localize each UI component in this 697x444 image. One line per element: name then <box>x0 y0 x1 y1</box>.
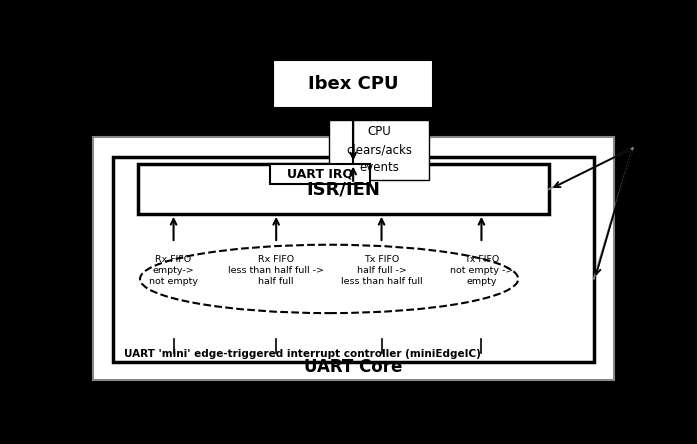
Bar <box>139 164 549 214</box>
Text: Ibex CPU: Ibex CPU <box>308 75 399 93</box>
Text: Rx FIFO
less than half full ->
half full: Rx FIFO less than half full -> half full <box>228 255 324 286</box>
Bar <box>273 60 433 108</box>
Text: Rx FIFO
empty->
not empty: Rx FIFO empty-> not empty <box>149 255 198 286</box>
Text: UART Core: UART Core <box>304 358 402 376</box>
Bar <box>329 120 429 180</box>
Bar <box>93 137 614 380</box>
Text: Tx FIFO
not empty ->
empty: Tx FIFO not empty -> empty <box>450 255 513 286</box>
Text: UART 'mini' edge-triggered interrupt controller (miniEdgeIC): UART 'mini' edge-triggered interrupt con… <box>124 349 481 359</box>
Text: UART IRQ: UART IRQ <box>286 167 353 180</box>
Text: ISR/IEN: ISR/IEN <box>307 180 381 198</box>
Text: CPU
clears/acks
events: CPU clears/acks events <box>346 125 412 174</box>
Bar <box>270 164 369 184</box>
Text: Tx FIFO
half full ->
less than half full: Tx FIFO half full -> less than half full <box>341 255 422 286</box>
Bar <box>113 157 594 362</box>
